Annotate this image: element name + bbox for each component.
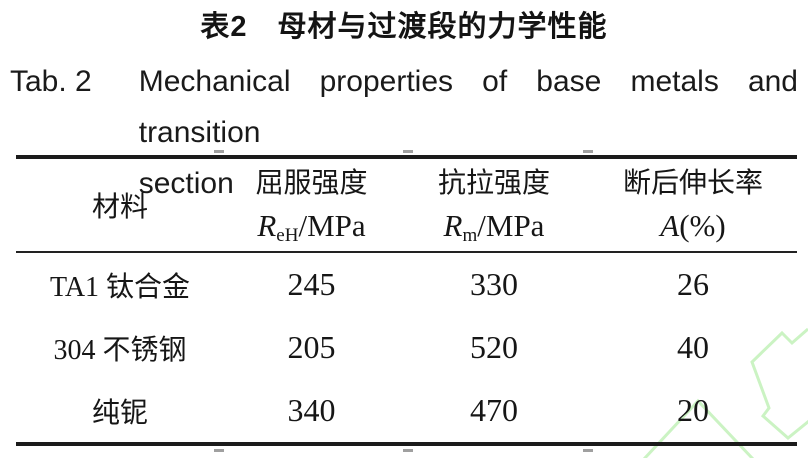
table-title-chinese: 表2 母材与过渡段的力学性能 xyxy=(200,11,608,43)
header-yield-strength-chinese: 屈服强度 xyxy=(255,168,368,199)
yield-strength-cell: 205 xyxy=(287,329,336,365)
symbol-unit-percent: (%) xyxy=(679,208,726,243)
caption-label: Tab. 2 xyxy=(10,65,92,98)
header-tensile-strength: 抗拉强度 Rm/MPa xyxy=(399,159,589,251)
tensile-strength-cell: 330 xyxy=(470,266,518,302)
watermark-line-left xyxy=(642,398,755,458)
mechanical-properties-table: 材料 屈服强度 ReH/MPa 抗拉强度 Rm/MPa 断后伸长率 A(%) T… xyxy=(16,155,797,446)
header-tensile-strength-chinese: 抗拉强度 xyxy=(437,168,550,199)
header-elongation-symbol: A(%) xyxy=(660,209,725,243)
tensile-strength-cell: 470 xyxy=(470,392,518,428)
elongation-cell: 40 xyxy=(677,329,709,365)
yield-strength-cell: 340 xyxy=(287,392,336,428)
scan-artifact-tick xyxy=(214,150,224,153)
header-yield-strength-symbol: ReH/MPa xyxy=(257,208,366,246)
table-header-row: 材料 屈服强度 ReH/MPa 抗拉强度 Rm/MPa 断后伸长率 A(%) xyxy=(16,159,797,253)
symbol-A: A xyxy=(660,208,680,243)
scan-artifact-tick xyxy=(583,449,593,452)
table-row-304-stainless: 304 不锈钢 205 520 40 xyxy=(16,316,797,379)
symbol-unit-mpa: /MPa xyxy=(477,208,545,243)
scan-artifact-tick xyxy=(583,150,593,153)
scan-artifact-tick xyxy=(403,449,413,452)
symbol-sub-m: m xyxy=(462,225,478,246)
watermark-line-right xyxy=(750,327,808,440)
table-row-ta1-titanium: TA1 钛合金 245 330 26 xyxy=(16,253,797,316)
symbol-sub-eH: eH xyxy=(276,225,299,246)
caption-body: Mechanical properties of base metals and… xyxy=(139,56,798,209)
header-material: 材料 xyxy=(91,192,148,223)
symbol-R: R xyxy=(443,208,463,243)
material-cell: 纯铌 xyxy=(91,397,148,429)
header-tensile-strength-symbol: Rm/MPa xyxy=(443,208,545,246)
table-row-pure-niobium: 纯铌 340 470 20 xyxy=(16,379,797,442)
yield-strength-cell: 245 xyxy=(287,266,336,302)
material-cell: 304 不锈钢 xyxy=(53,334,187,366)
scan-artifact-tick xyxy=(403,150,413,153)
caption-text-line2: section xyxy=(138,167,234,200)
header-elongation: 断后伸长率 A(%) xyxy=(589,159,797,251)
symbol-unit-mpa: /MPa xyxy=(298,208,366,243)
elongation-cell: 26 xyxy=(677,266,709,302)
elongation-cell: 20 xyxy=(677,392,709,428)
table-caption-english: Tab. 2 Mechanical properties of base met… xyxy=(10,56,798,209)
material-cell: TA1 钛合金 xyxy=(49,271,191,303)
scan-artifact-tick xyxy=(214,449,224,452)
symbol-R: R xyxy=(257,208,277,243)
tensile-strength-cell: 520 xyxy=(470,329,518,365)
caption-text-line1: Mechanical properties of base metals and… xyxy=(138,65,798,149)
header-yield-strength: 屈服强度 ReH/MPa xyxy=(224,159,399,251)
header-elongation-chinese: 断后伸长率 xyxy=(622,168,763,199)
